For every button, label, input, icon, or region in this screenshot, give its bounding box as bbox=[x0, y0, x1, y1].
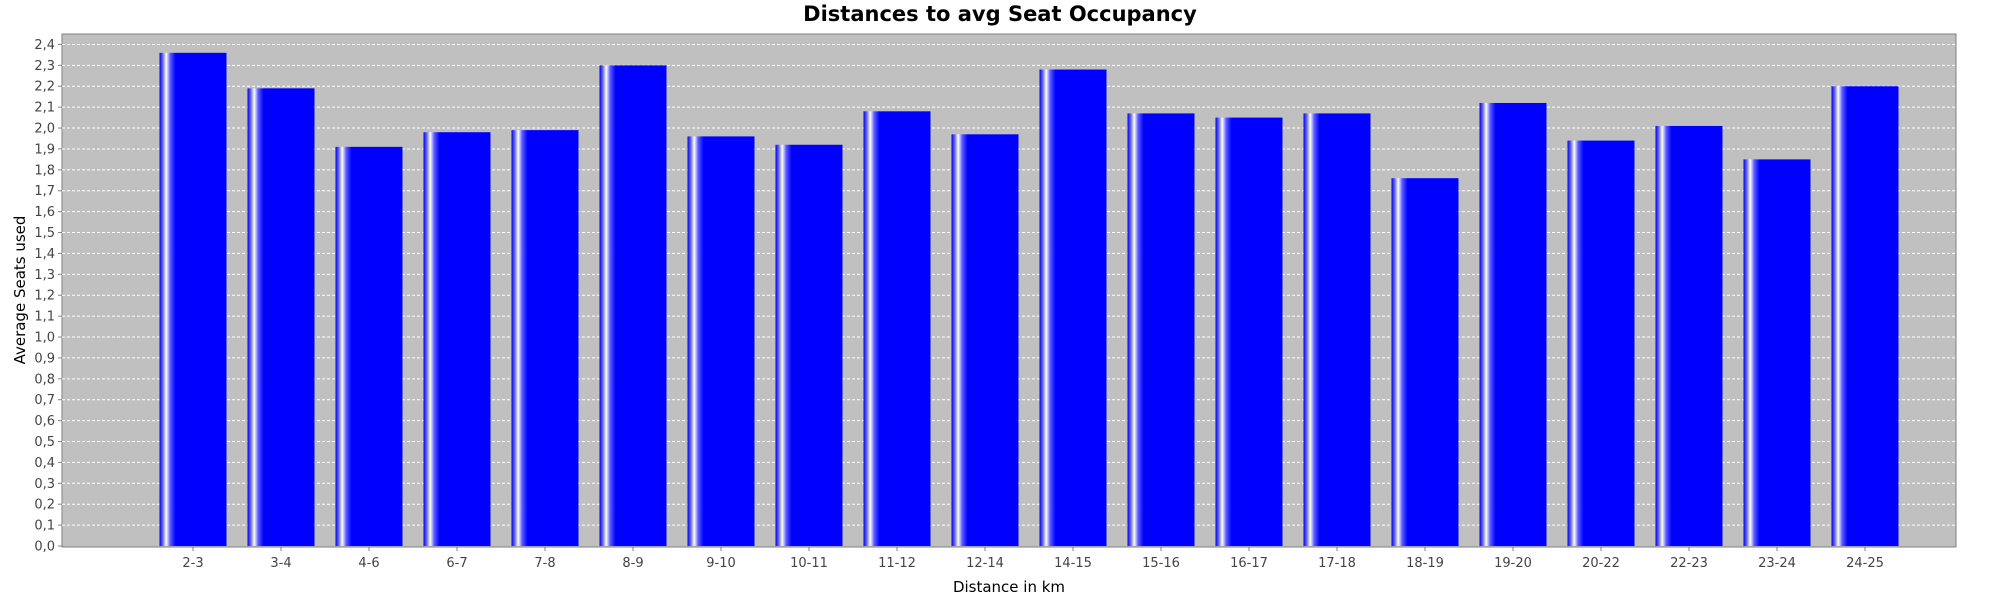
y-tick-label: 1,9 bbox=[34, 142, 55, 157]
bar-23-24 bbox=[1743, 159, 1811, 546]
y-tick-label: 2,2 bbox=[34, 80, 55, 95]
y-tick-label: 0,3 bbox=[34, 477, 55, 492]
y-tick-label: 1,6 bbox=[34, 205, 55, 220]
bar-17-18 bbox=[1303, 113, 1371, 547]
y-tick-label: 0,1 bbox=[34, 519, 55, 534]
x-tick-label: 4-6 bbox=[358, 556, 379, 571]
y-tick-label: 0,9 bbox=[34, 351, 55, 366]
y-tick-label: 1,7 bbox=[34, 184, 55, 199]
x-tick-label: 10-11 bbox=[790, 556, 828, 571]
bar-10-11 bbox=[775, 144, 843, 546]
bar-16-17 bbox=[1215, 117, 1283, 547]
x-tick-label: 23-24 bbox=[1758, 556, 1796, 571]
x-tick-label: 8-9 bbox=[622, 556, 643, 571]
x-tick-label: 19-20 bbox=[1494, 556, 1532, 571]
x-tick-label: 17-18 bbox=[1318, 556, 1356, 571]
chart-title: Distances to avg Seat Occupancy bbox=[803, 2, 1197, 26]
bar-3-4 bbox=[247, 88, 315, 547]
y-tick-label: 0,4 bbox=[34, 456, 55, 471]
x-tick-label: 11-12 bbox=[878, 556, 916, 571]
y-tick-label: 1,0 bbox=[34, 331, 55, 346]
x-tick-label: 7-8 bbox=[534, 556, 555, 571]
bar-15-16 bbox=[1127, 113, 1195, 547]
y-tick-label: 0,6 bbox=[34, 414, 55, 429]
bar-2-3 bbox=[159, 52, 227, 546]
x-tick-label: 15-16 bbox=[1142, 556, 1180, 571]
bar-18-19 bbox=[1391, 178, 1459, 546]
y-tick-label: 1,1 bbox=[34, 310, 55, 325]
y-tick-label: 2,1 bbox=[34, 101, 55, 116]
y-tick-label: 2,4 bbox=[34, 38, 55, 53]
bar-14-15 bbox=[1039, 69, 1107, 547]
x-tick-label: 12-14 bbox=[966, 556, 1004, 571]
x-tick-label: 20-22 bbox=[1582, 556, 1620, 571]
bar-19-20 bbox=[1479, 102, 1547, 547]
x-tick-label: 9-10 bbox=[706, 556, 736, 571]
bar-12-14 bbox=[951, 134, 1019, 546]
x-tick-label: 6-7 bbox=[446, 556, 467, 571]
bar-20-22 bbox=[1567, 140, 1635, 546]
bar-4-6 bbox=[335, 146, 403, 546]
y-tick-label: 0,8 bbox=[34, 372, 55, 387]
y-tick-label: 0,2 bbox=[34, 498, 55, 513]
bar-6-7 bbox=[423, 132, 491, 547]
x-tick-label: 16-17 bbox=[1230, 556, 1268, 571]
y-tick-label: 1,3 bbox=[34, 268, 55, 283]
y-tick-label: 0,7 bbox=[34, 393, 55, 408]
y-tick-label: 1,4 bbox=[34, 247, 55, 262]
x-tick-label: 18-19 bbox=[1406, 556, 1444, 571]
bar-8-9 bbox=[599, 65, 667, 547]
bars bbox=[159, 52, 1899, 547]
x-axis-label: Distance in km bbox=[953, 578, 1065, 596]
bar-11-12 bbox=[863, 111, 931, 546]
x-tick-label: 14-15 bbox=[1054, 556, 1092, 571]
bar-9-10 bbox=[687, 136, 755, 546]
y-tick-label: 2,0 bbox=[34, 122, 55, 137]
y-tick-label: 2,3 bbox=[34, 59, 55, 74]
bar-7-8 bbox=[511, 130, 579, 546]
x-tick-label: 24-25 bbox=[1846, 556, 1884, 571]
bar-22-23 bbox=[1655, 125, 1723, 546]
y-axis-label: Average Seats used bbox=[11, 216, 29, 365]
x-tick-label: 22-23 bbox=[1670, 556, 1708, 571]
y-tick-label: 1,8 bbox=[34, 163, 55, 178]
bar-24-25 bbox=[1831, 86, 1899, 546]
y-tick-label: 0,5 bbox=[34, 435, 55, 450]
x-tick-label: 3-4 bbox=[270, 556, 291, 571]
x-tick-label: 2-3 bbox=[182, 556, 203, 571]
x-axis-ticks: 2-3 3-4 4-6 6-7 7-8 8-9 9-10 10-11 11-12 12-14 14-… bbox=[182, 547, 1884, 571]
y-tick-label: 1,2 bbox=[34, 289, 55, 304]
y-tick-label: 0,0 bbox=[34, 540, 55, 555]
y-axis-ticks: 0,0 0,1 0,2 0,3 0,4 0,5 0,6 0,7 0,8 0,9 1,0 1,1 1,2 1… bbox=[34, 38, 62, 555]
y-tick-label: 1,5 bbox=[34, 226, 55, 241]
